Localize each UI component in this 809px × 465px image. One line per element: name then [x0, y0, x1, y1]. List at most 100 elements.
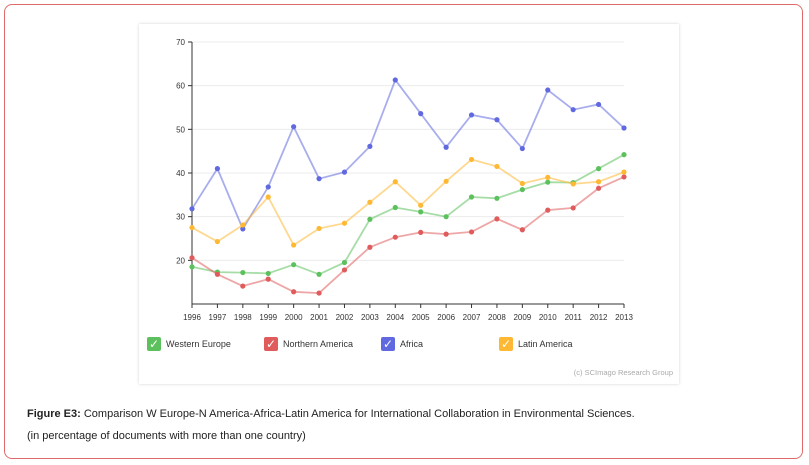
data-point [468, 156, 475, 163]
data-point [570, 107, 576, 113]
data-point [418, 202, 424, 208]
data-point [595, 179, 602, 185]
data-point [316, 176, 322, 182]
data-point [519, 180, 525, 187]
data-point [443, 214, 449, 220]
x-tick-label: 2002 [336, 313, 354, 322]
legend-item-latin-america[interactable]: ✓ Latin America [499, 336, 573, 352]
x-tick-label: 2006 [437, 313, 455, 322]
data-point [291, 242, 297, 248]
credit-text: (c) SCImago Research Group [573, 368, 673, 377]
data-point [418, 209, 424, 215]
data-point [240, 222, 246, 228]
y-tick-label: 50 [176, 125, 185, 134]
data-point [341, 259, 348, 266]
data-point [265, 270, 271, 277]
data-point [621, 125, 627, 131]
data-point [570, 205, 576, 211]
data-point [621, 169, 627, 175]
series-line [191, 153, 625, 276]
y-tick-label: 70 [176, 38, 185, 47]
data-point [595, 101, 602, 108]
x-tick-label: 1998 [234, 313, 252, 322]
figure-caption: Figure E3: Comparison W Europe-N America… [27, 407, 787, 421]
data-point [418, 111, 424, 117]
data-point [494, 216, 500, 222]
data-point [214, 166, 221, 172]
series-line [191, 78, 625, 231]
data-point [240, 226, 246, 232]
x-tick-label: 2010 [539, 313, 557, 322]
data-point [621, 174, 627, 180]
x-tick-label: 2012 [590, 313, 608, 322]
legend-label: Northern America [283, 339, 354, 349]
figure-frame: 20 30 40 50 60 70 1996 1997 1998 1999 2000 2001 2002… [4, 4, 803, 459]
data-point [291, 289, 297, 295]
data-point [519, 145, 525, 152]
data-point [214, 238, 221, 245]
data-point [265, 276, 271, 282]
x-tick-label: 2003 [361, 313, 379, 322]
legend-item-northern-america[interactable]: ✓ Northern America [264, 336, 353, 352]
data-point [545, 174, 551, 180]
data-point [240, 283, 246, 289]
data-point [189, 255, 195, 261]
data-point [468, 194, 475, 200]
data-point [443, 144, 449, 150]
checkbox-icon[interactable]: ✓ [499, 337, 513, 351]
checkbox-icon[interactable]: ✓ [381, 337, 395, 351]
data-point [189, 264, 195, 270]
data-point [570, 181, 576, 187]
data-point [418, 229, 424, 235]
data-point [214, 271, 221, 277]
legend-label: Africa [400, 339, 424, 349]
x-tick-label: 2004 [386, 313, 404, 322]
data-point [189, 224, 195, 231]
data-point [392, 234, 398, 240]
data-point [291, 262, 297, 268]
caption-text: Comparison W Europe-N America-Africa-Lat… [83, 408, 635, 420]
data-point [494, 117, 500, 123]
series-line [191, 158, 625, 247]
legend-item-africa[interactable]: ✓ Africa [381, 336, 423, 352]
data-point [367, 216, 373, 222]
data-point [545, 87, 551, 93]
x-tick-label: 2001 [310, 313, 328, 322]
x-tick-label: 1997 [209, 313, 227, 322]
chart-panel: 20 30 40 50 60 70 1996 1997 1998 1999 2000 2001 2002… [139, 24, 679, 384]
caption-label: Figure E3: [27, 408, 81, 420]
data-point [468, 229, 475, 235]
legend-label: Western Europe [166, 339, 231, 349]
data-point [265, 194, 271, 200]
data-point [392, 204, 398, 211]
data-point [367, 143, 373, 149]
data-point [621, 152, 627, 158]
x-tick-label: 2011 [565, 313, 583, 322]
x-tick-label: 1999 [259, 313, 277, 322]
x-tick-label: 2009 [513, 313, 531, 322]
x-tick-label: 2005 [412, 313, 430, 322]
data-point [468, 112, 475, 118]
x-tick-label: 2013 [615, 313, 633, 322]
data-point [367, 199, 373, 205]
data-point [341, 169, 348, 175]
x-tick-label: 1996 [183, 313, 201, 322]
series-line [191, 176, 625, 295]
data-point [392, 77, 398, 83]
line-chart: 20 30 40 50 60 70 1996 1997 1998 1999 2000 2001 2002… [176, 38, 633, 322]
legend-item-western-europe[interactable]: ✓ Western Europe [147, 336, 231, 352]
y-tick-label: 40 [176, 169, 185, 178]
data-point [341, 220, 348, 226]
data-point [392, 179, 398, 185]
data-point [519, 186, 525, 193]
data-point [316, 271, 322, 277]
data-point [240, 269, 246, 276]
data-point [494, 195, 500, 201]
checkbox-icon[interactable]: ✓ [264, 337, 278, 351]
caption-note: (in percentage of documents with more th… [27, 430, 306, 442]
checkbox-icon[interactable]: ✓ [147, 337, 161, 351]
data-point [189, 206, 195, 212]
data-point [545, 179, 551, 185]
data-point [595, 185, 602, 191]
data-point [265, 184, 271, 190]
